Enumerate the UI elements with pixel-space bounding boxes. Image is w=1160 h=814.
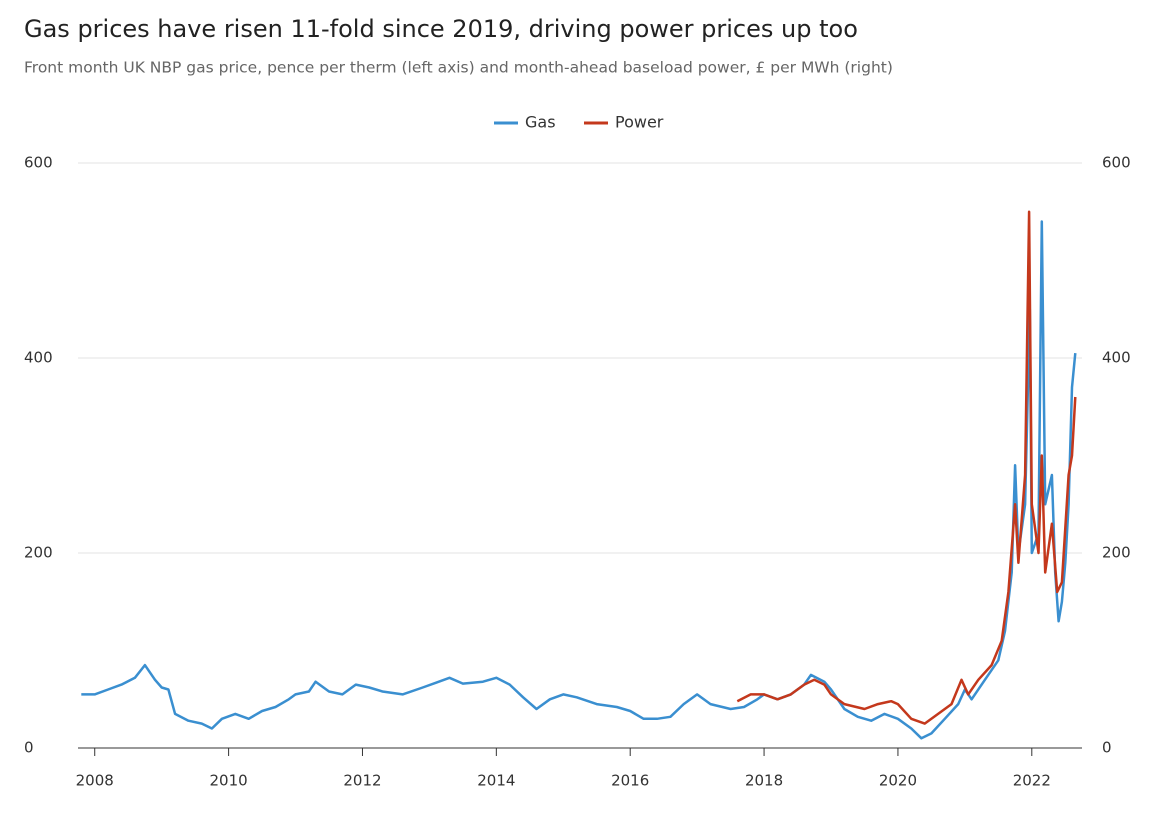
x-tick-label: 2010: [210, 772, 248, 790]
series-line: [81, 220, 1077, 740]
x-tick-label: 2018: [745, 772, 783, 790]
chart-subtitle: Front month UK NBP gas price, pence per …: [24, 59, 893, 77]
x-tick-label: 2014: [477, 772, 515, 790]
legend-label: Gas: [525, 113, 556, 132]
y-tick-label: 600: [24, 154, 53, 172]
x-tick-label: 2008: [76, 772, 114, 790]
y2-tick-label: 0: [1102, 739, 1112, 757]
chart-title: Gas prices have risen 11-fold since 2019…: [24, 15, 858, 43]
x-tick-label: 2016: [611, 772, 649, 790]
y2-tick-label: 400: [1102, 349, 1131, 367]
y-tick-label: 0: [24, 739, 34, 757]
y-tick-label: 200: [24, 544, 53, 562]
y2-tick-label: 600: [1102, 154, 1131, 172]
y-tick-label: 400: [24, 349, 53, 367]
series-line: [736, 210, 1077, 725]
x-tick-label: 2022: [1013, 772, 1051, 790]
x-tick-label: 2020: [879, 772, 917, 790]
legend-label: Power: [615, 113, 664, 132]
y2-tick-label: 200: [1102, 544, 1131, 562]
x-tick-label: 2012: [343, 772, 381, 790]
